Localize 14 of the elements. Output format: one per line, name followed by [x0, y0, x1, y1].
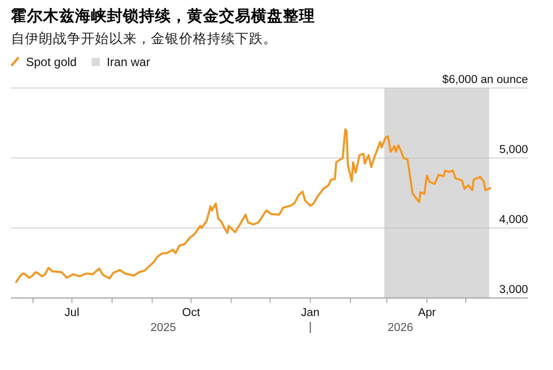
x-tick-label: Apr — [418, 307, 436, 319]
x-tick-label: Oct — [182, 307, 201, 319]
x-tick-label: Jan — [301, 307, 320, 319]
legend-label: Iran war — [106, 55, 150, 69]
y-tick-label: $6,000 an ounce — [442, 74, 528, 86]
text: 2025 — [150, 322, 176, 334]
x-tick-label: Jul — [64, 307, 80, 319]
y-tick-label: 3,000 — [499, 284, 528, 296]
legend-label: Spot gold — [26, 55, 77, 69]
text: 2026 — [388, 322, 414, 334]
chart-title: 霍尔木兹海峡封锁持续，黄金交易横盘整理 — [10, 6, 315, 25]
chart-subtitle: 自伊朗战争开始以来，金银价格持续下跌。 — [11, 31, 277, 46]
y-tick-label: 5,000 — [499, 144, 528, 156]
y-tick-label: 4,000 — [499, 214, 528, 226]
